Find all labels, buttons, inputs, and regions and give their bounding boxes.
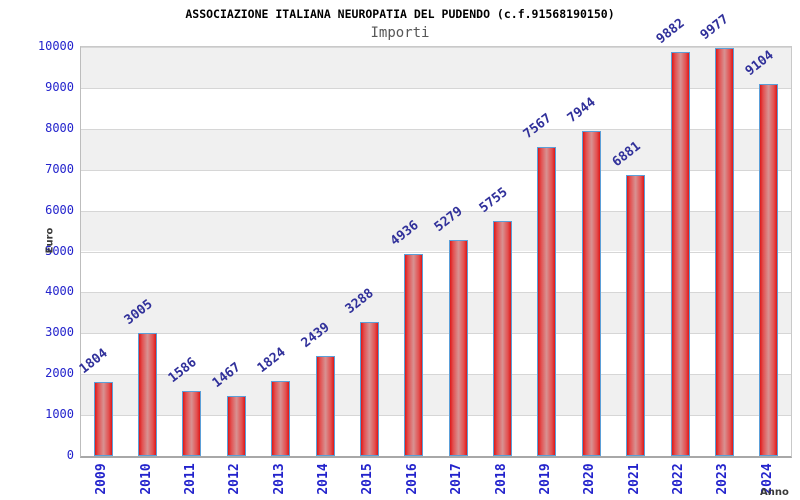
- y-axis-tick-label: 8000: [45, 120, 74, 135]
- bar-2015: [359, 321, 379, 456]
- gridline: [81, 169, 791, 171]
- y-axis-tick-label: 10000: [37, 39, 74, 53]
- bar-2021: [626, 174, 646, 456]
- x-axis-tick-label: 2013: [271, 463, 287, 495]
- y-axis-tick-label: 0: [66, 448, 74, 462]
- y-axis-tick-label: 7000: [45, 161, 74, 176]
- x-axis-tick-label: 2020: [582, 463, 598, 495]
- gridline: [81, 251, 791, 253]
- y-axis-tick-label: 3000: [45, 325, 74, 340]
- y-axis-tick-label: 1000: [45, 407, 74, 422]
- gridline: [81, 47, 791, 48]
- x-axis-tick-label: 2012: [227, 463, 243, 495]
- x-axis-tick-label: 2009: [94, 463, 110, 495]
- bar-2010: [138, 333, 158, 456]
- gridline: [81, 87, 791, 89]
- y-axis-tick-label: 4000: [45, 284, 74, 299]
- x-axis-tick-label: 2011: [182, 463, 198, 495]
- y-axis-title: Euro: [44, 227, 56, 254]
- bar-2014: [315, 356, 335, 456]
- y-axis-tick-label: 6000: [45, 202, 74, 217]
- x-axis-tick-label: 2018: [493, 463, 509, 495]
- bar-2017: [448, 240, 468, 456]
- plot-area: 1804 3005 1586 1467 1824 2439 3288 4936 5279 5755…: [76, 12, 792, 458]
- bar-value-label: 1804: [76, 346, 111, 378]
- x-axis-tick-label: 2019: [537, 463, 553, 495]
- bar-2020: [581, 131, 601, 456]
- bar-2012: [226, 396, 246, 456]
- bar-2011: [182, 391, 202, 456]
- gridline: [81, 333, 791, 335]
- bar-2009: [93, 382, 113, 456]
- x-axis-tick-label: 2015: [360, 463, 376, 495]
- bar-2018: [493, 220, 513, 456]
- bar-2023: [714, 47, 734, 456]
- gridline: [81, 415, 791, 417]
- x-axis-title: Anno: [760, 487, 789, 498]
- gridline: [81, 292, 791, 294]
- gridline: [81, 210, 791, 212]
- bar-2019: [537, 146, 557, 456]
- chart-title: ASSOCIAZIONE ITALIANA NEUROPATIA DEL PUD…: [185, 7, 615, 21]
- x-axis-tick-label: 2022: [671, 463, 687, 495]
- gridline: [81, 128, 791, 130]
- x-axis-tick-label: 2014: [316, 463, 332, 495]
- y-axis-tick-label: 9000: [45, 79, 74, 94]
- x-axis-tick-label: 2010: [138, 463, 154, 495]
- x-axis-tick-label: 2017: [449, 463, 465, 495]
- bar-2016: [404, 254, 424, 456]
- bar-2022: [670, 51, 690, 456]
- bar-2013: [271, 381, 291, 456]
- x-axis-tick-label: 2016: [404, 463, 420, 495]
- bar-value-label: 7944: [565, 94, 599, 127]
- bar-value-label: 1824: [254, 345, 289, 377]
- y-axis-tick-label: 5000: [45, 243, 74, 258]
- x-axis-tick-label: 2021: [626, 463, 642, 495]
- chart-subtitle: Importi: [370, 25, 430, 41]
- y-axis-tick-label: 2000: [45, 366, 74, 381]
- bar-2024: [759, 83, 779, 456]
- x-axis-tick-label: 2023: [715, 463, 731, 495]
- gridline: [81, 374, 791, 376]
